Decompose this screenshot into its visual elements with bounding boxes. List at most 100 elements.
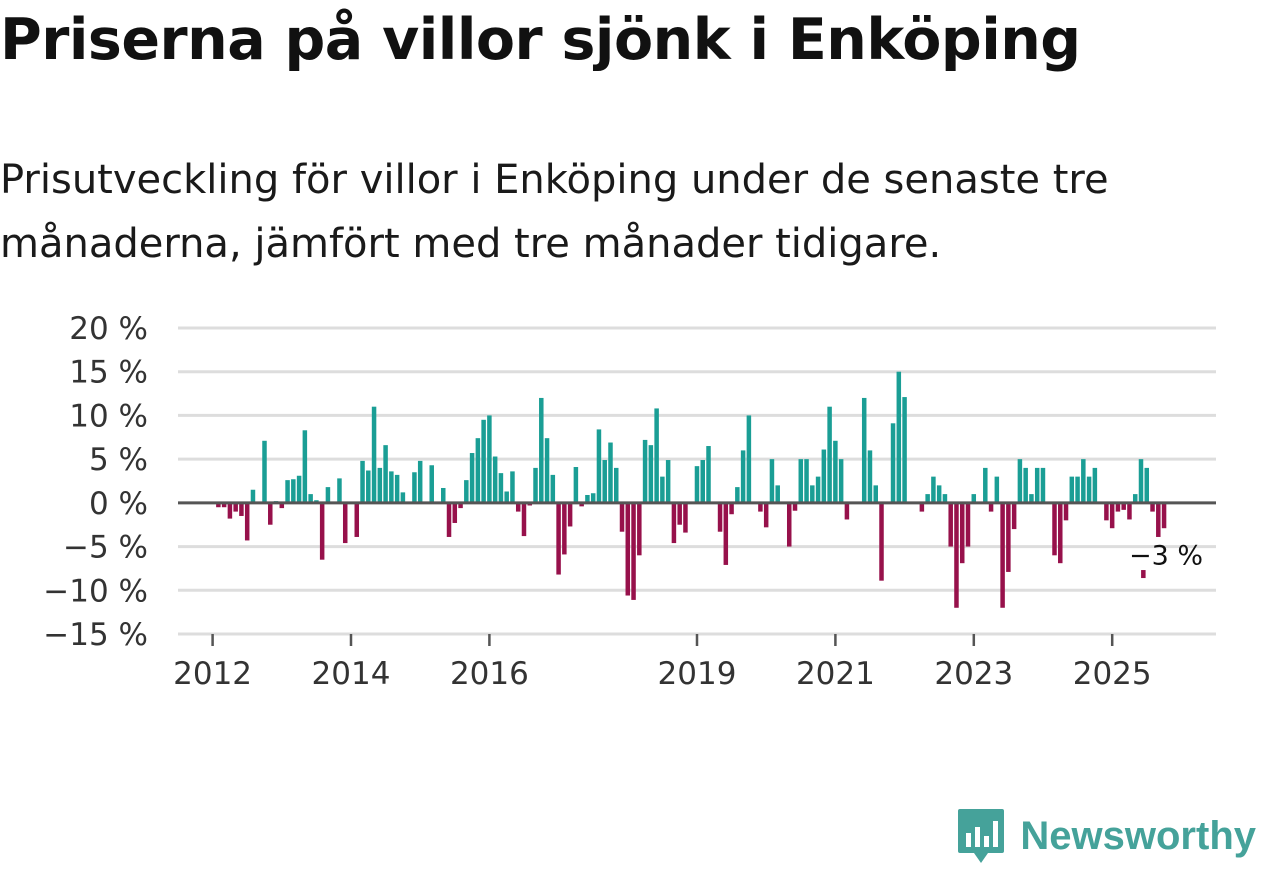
bar <box>498 473 504 503</box>
bar <box>216 502 221 508</box>
bar-chart: 2012 2014 2016 2019 2021 2023 2025 20 % 15 % 10 … <box>43 311 1216 692</box>
bar <box>919 502 925 512</box>
bar <box>296 475 302 503</box>
bar <box>965 502 971 547</box>
bar <box>810 485 815 503</box>
bar <box>861 397 867 503</box>
bar <box>412 472 417 503</box>
x-tick-label: 2023 <box>934 656 1013 692</box>
bar <box>948 502 953 547</box>
bar <box>838 459 844 503</box>
bar <box>469 453 475 503</box>
x-tick-label: 2014 <box>312 656 391 692</box>
bar <box>492 456 498 503</box>
bar <box>371 406 377 503</box>
bar <box>429 465 434 503</box>
bar <box>717 502 723 532</box>
x-tick-label: 2016 <box>450 656 529 692</box>
newsworthy-logo: Newsworthy <box>956 807 1256 865</box>
bar <box>250 489 256 503</box>
bar <box>769 459 775 503</box>
bar <box>596 429 602 503</box>
bar <box>706 446 711 503</box>
bar <box>746 415 752 503</box>
bar <box>262 440 267 503</box>
bar <box>971 494 977 503</box>
bar <box>1017 459 1023 503</box>
bar <box>804 459 809 503</box>
bar <box>221 502 227 508</box>
bar <box>798 459 804 503</box>
bar <box>942 494 948 503</box>
bar <box>890 423 896 503</box>
bar <box>1104 502 1109 521</box>
bar <box>504 491 509 503</box>
y-tick-label: 0 % <box>89 486 148 522</box>
bar <box>389 471 394 503</box>
bar <box>383 445 388 503</box>
bar <box>1040 467 1046 503</box>
x-axis: 2012 2014 2016 2019 2021 2023 2025 <box>173 634 1152 692</box>
bar <box>550 474 556 503</box>
bar <box>533 467 538 503</box>
bar <box>677 502 682 525</box>
bar <box>539 397 544 503</box>
bar <box>1000 502 1005 608</box>
bar <box>844 502 850 520</box>
bar <box>896 371 902 503</box>
bar <box>360 460 365 503</box>
bar <box>1023 467 1028 503</box>
y-tick-label: 15 % <box>69 355 148 391</box>
brand-name: Newsworthy <box>1020 813 1256 858</box>
bar <box>827 406 832 503</box>
bar <box>1063 502 1069 521</box>
bar <box>244 502 250 541</box>
bar <box>723 502 729 565</box>
bar <box>1052 502 1057 556</box>
bar <box>758 502 763 512</box>
bar <box>585 494 590 503</box>
bar <box>873 485 878 503</box>
bar <box>683 502 688 533</box>
y-tick-label: 20 % <box>69 311 148 347</box>
bar <box>452 502 458 523</box>
chart-subtitle: Prisutveckling för villor i Enköping und… <box>0 157 1109 267</box>
bar <box>308 494 313 503</box>
bar <box>1156 502 1161 537</box>
bar <box>475 438 481 503</box>
bar <box>619 502 625 532</box>
bar <box>441 487 446 503</box>
y-tick-label: 5 % <box>89 442 148 478</box>
bar-chart-speech-icon <box>958 809 1005 863</box>
bar <box>1086 476 1092 503</box>
x-tick-label: 2012 <box>173 656 252 692</box>
bar <box>959 502 965 564</box>
bar <box>446 502 452 537</box>
bar <box>614 467 619 503</box>
bar <box>239 502 244 516</box>
bar <box>1127 502 1132 520</box>
bar <box>671 502 677 544</box>
bar <box>1081 459 1086 503</box>
bar <box>394 474 400 503</box>
bar <box>931 476 936 503</box>
bar <box>464 480 469 503</box>
bar <box>602 460 607 503</box>
x-tick-label: 2019 <box>658 656 737 692</box>
x-tick-label: 2021 <box>796 656 875 692</box>
bar <box>637 502 642 556</box>
bar <box>291 479 296 503</box>
bar <box>1161 502 1167 529</box>
bar <box>487 415 492 503</box>
highlight-bar <box>1141 570 1146 579</box>
bar <box>763 502 769 528</box>
bar <box>510 471 515 503</box>
bar <box>354 502 360 537</box>
bar <box>377 467 383 503</box>
bar <box>654 408 659 503</box>
bar <box>1011 502 1017 530</box>
chart-title: Priserna på villor sjönk i Enköping <box>0 7 1081 73</box>
annotation: −3 % <box>1129 541 1203 572</box>
bar <box>590 493 596 503</box>
y-axis: 20 % 15 % 10 % 5 % 0 % −5 % −10 % −15 % <box>43 311 148 653</box>
